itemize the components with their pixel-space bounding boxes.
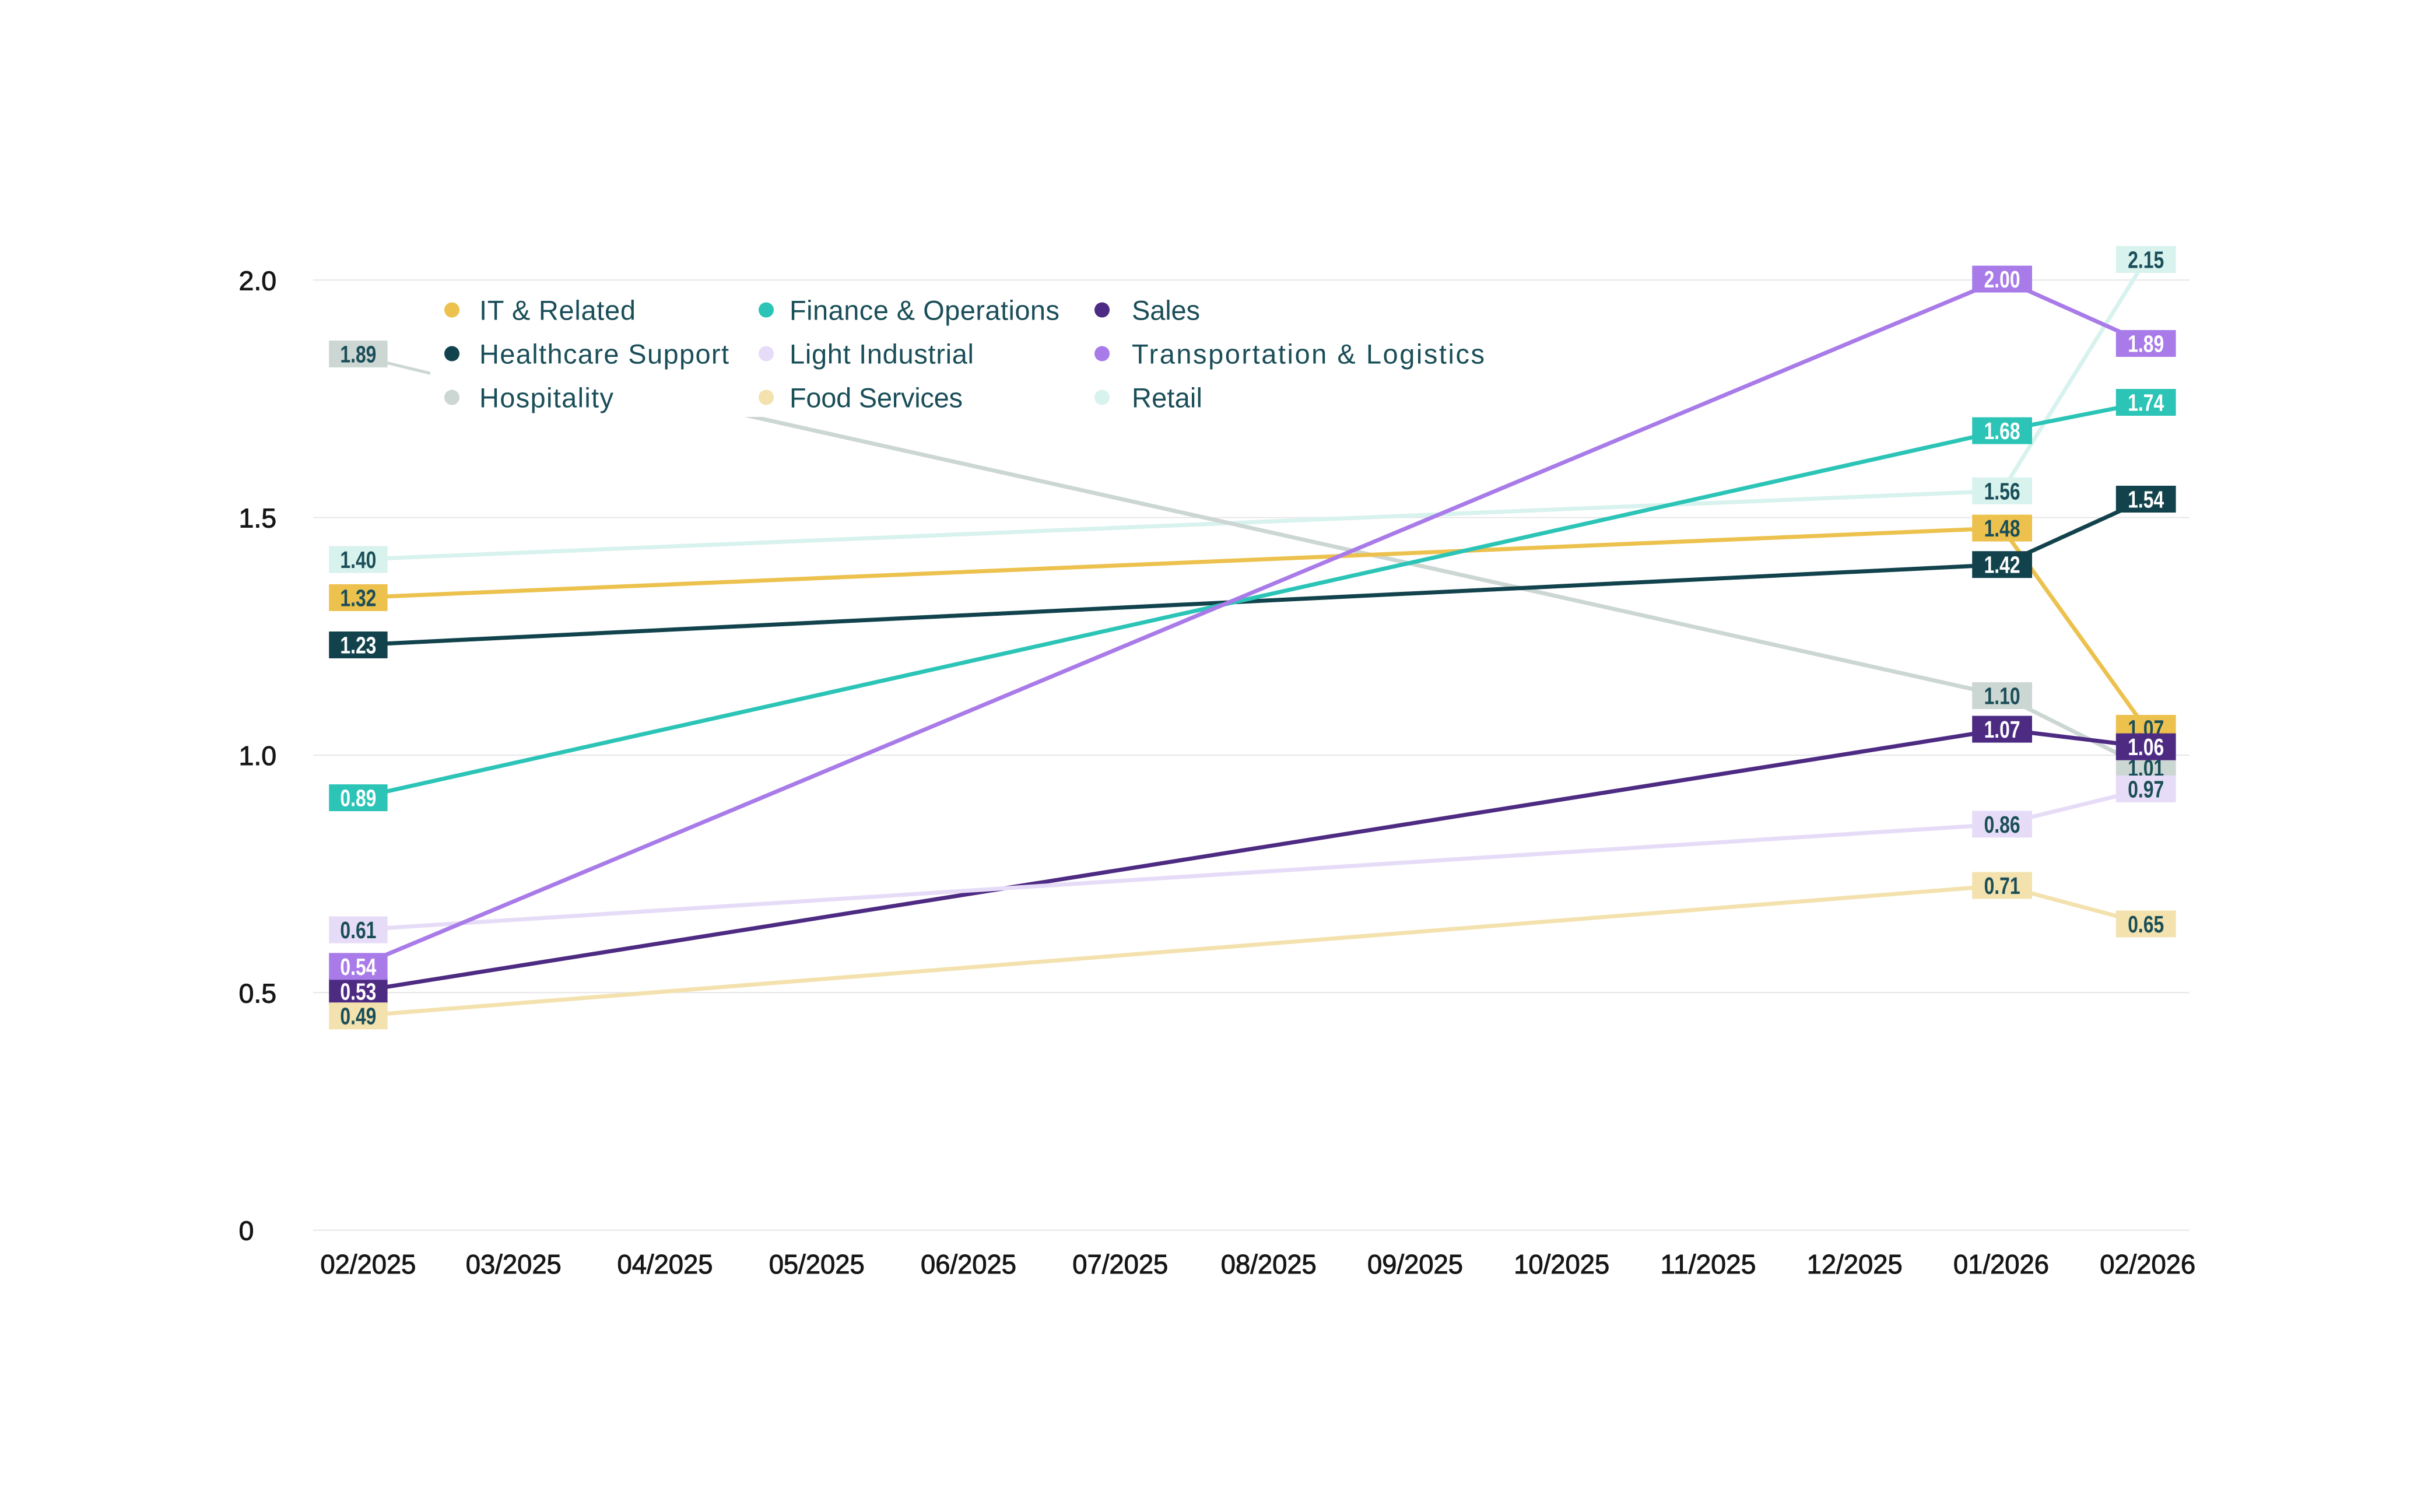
svg-text:0.97: 0.97 [2128, 776, 2164, 803]
svg-text:Healthcare Support: Healthcare Support [479, 339, 729, 370]
svg-text:Light Industrial: Light Industrial [790, 339, 974, 370]
svg-text:Transportation & Logistics: Transportation & Logistics [1132, 339, 1485, 370]
svg-text:2.15: 2.15 [2128, 247, 2164, 273]
svg-text:0.86: 0.86 [1984, 811, 2020, 838]
svg-text:08/2025: 08/2025 [1221, 1249, 1317, 1279]
svg-text:1.40: 1.40 [340, 546, 376, 573]
svg-text:01/2026: 01/2026 [1953, 1249, 2049, 1279]
svg-text:1.0: 1.0 [239, 741, 277, 771]
svg-text:06/2025: 06/2025 [921, 1249, 1016, 1279]
svg-text:02/2025: 02/2025 [320, 1249, 416, 1279]
svg-text:0.65: 0.65 [2128, 911, 2164, 938]
svg-text:1.5: 1.5 [239, 503, 277, 534]
svg-text:Retail: Retail [1132, 383, 1202, 413]
svg-text:1.32: 1.32 [340, 584, 376, 611]
svg-text:1.23: 1.23 [340, 632, 376, 659]
svg-text:0.53: 0.53 [340, 978, 376, 1005]
svg-text:1.89: 1.89 [340, 341, 376, 368]
svg-text:1.42: 1.42 [1984, 552, 2020, 578]
svg-text:11/2025: 11/2025 [1661, 1249, 1756, 1279]
svg-text:Food Services: Food Services [790, 383, 963, 413]
svg-text:0.5: 0.5 [239, 978, 277, 1008]
svg-text:05/2025: 05/2025 [769, 1249, 865, 1279]
svg-text:Finance & Operations: Finance & Operations [790, 295, 1059, 326]
svg-text:Hospitality: Hospitality [479, 383, 614, 413]
svg-text:03/2025: 03/2025 [466, 1249, 562, 1279]
svg-text:12/2025: 12/2025 [1807, 1249, 1903, 1279]
svg-text:0: 0 [239, 1216, 254, 1246]
svg-text:2.00: 2.00 [1984, 266, 2020, 293]
svg-text:0.71: 0.71 [1984, 872, 2020, 899]
svg-text:1.07: 1.07 [1984, 716, 2020, 743]
svg-text:1.54: 1.54 [2128, 486, 2164, 513]
svg-text:0.61: 0.61 [340, 917, 376, 943]
svg-text:1.89: 1.89 [2128, 331, 2164, 357]
svg-text:1.68: 1.68 [1984, 418, 2020, 444]
svg-text:04/2025: 04/2025 [617, 1249, 713, 1279]
svg-text:02/2026: 02/2026 [2100, 1249, 2195, 1279]
svg-text:1.06: 1.06 [2128, 734, 2164, 760]
svg-text:IT & Related: IT & Related [479, 295, 636, 326]
svg-text:Sales: Sales [1132, 295, 1200, 326]
svg-text:10/2025: 10/2025 [1514, 1249, 1609, 1279]
svg-text:0.49: 0.49 [340, 1003, 376, 1030]
svg-text:1.74: 1.74 [2128, 390, 2164, 416]
svg-text:0.89: 0.89 [340, 785, 376, 812]
svg-text:09/2025: 09/2025 [1367, 1249, 1463, 1279]
svg-text:07/2025: 07/2025 [1072, 1249, 1168, 1279]
svg-text:1.56: 1.56 [1984, 478, 2020, 504]
svg-text:1.10: 1.10 [1984, 683, 2020, 710]
svg-text:0.54: 0.54 [340, 953, 376, 980]
svg-text:2.0: 2.0 [239, 265, 277, 296]
svg-text:1.48: 1.48 [1984, 515, 2020, 542]
